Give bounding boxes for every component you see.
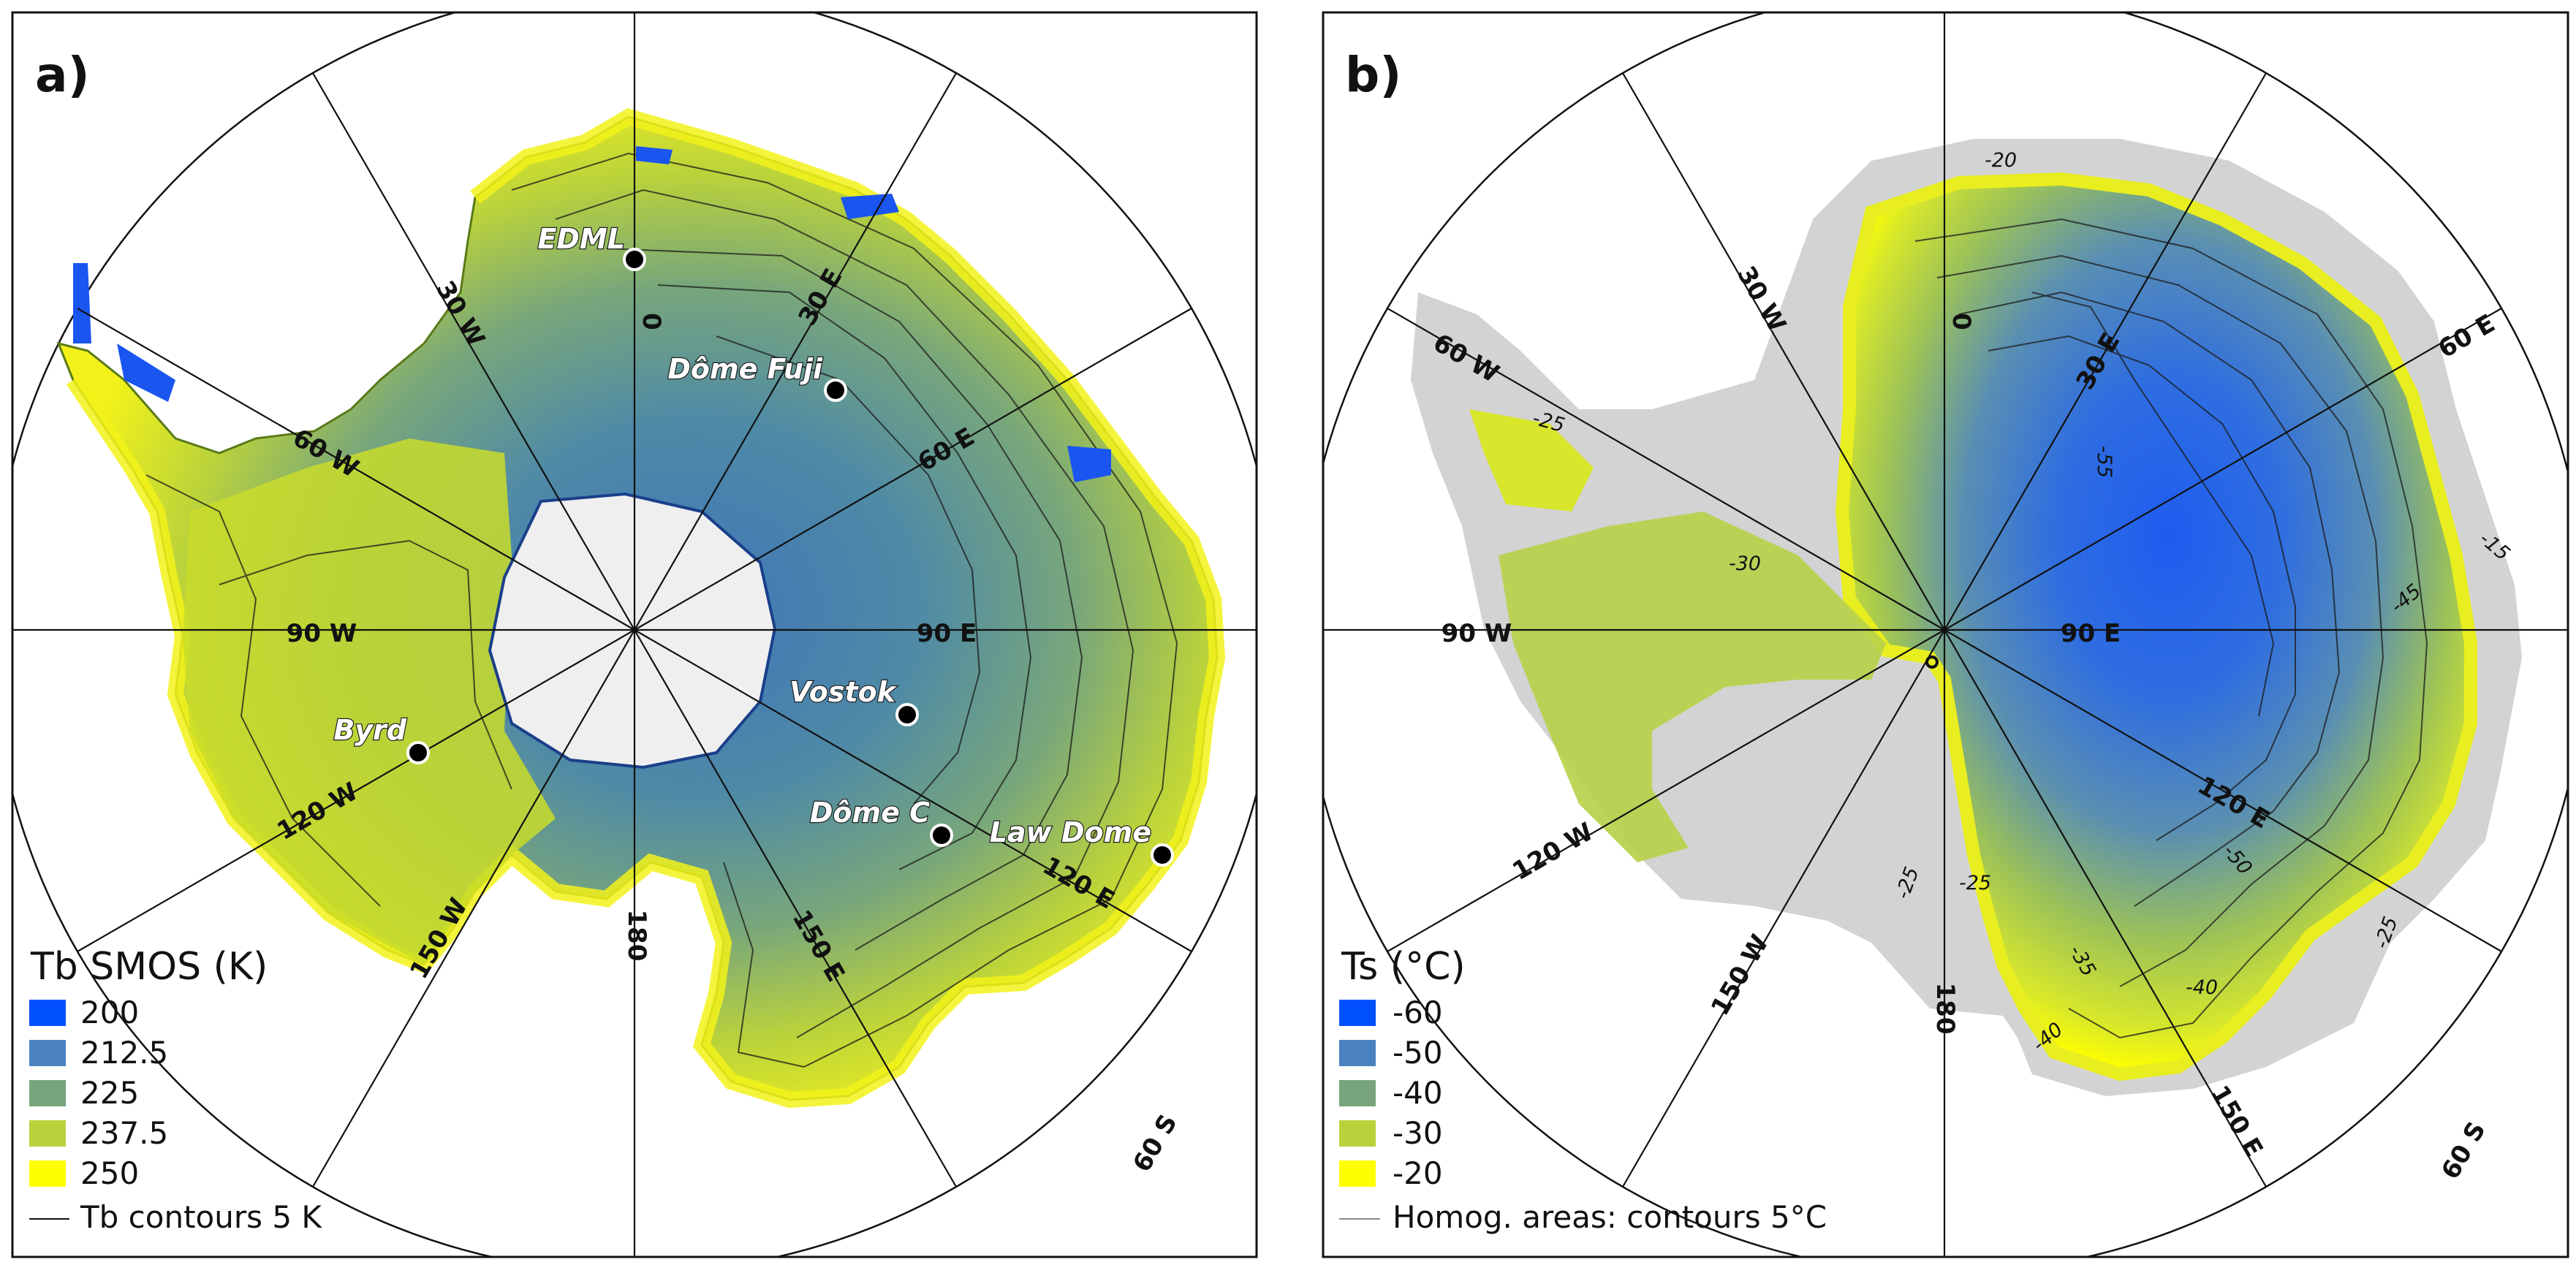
panel-a-sites: EDML Dôme Fuji Vostok Dôme C Law Dome By… xyxy=(333,222,1174,867)
site-vostok-marker xyxy=(895,703,919,726)
panel-a-legend-label-2: 225 xyxy=(80,1075,139,1111)
panel-a-lon-0: 0 xyxy=(637,313,666,330)
contour-label-11: -40 xyxy=(2186,976,2218,999)
panel-a-legend-label-1: 212.5 xyxy=(80,1035,168,1071)
panel-a-legend-label-3: 237.5 xyxy=(80,1115,168,1151)
panel-b-legend-label-4: -20 xyxy=(1393,1155,1443,1191)
panel-b-station-marker xyxy=(1925,656,1939,669)
panel-b-legend-title: Ts (°C) xyxy=(1341,945,1466,989)
panel-b: 0 30 E 60 E 90 E 120 E 150 E 180 150 W 1… xyxy=(1322,11,2569,1258)
panel-a-legend-swatch-3 xyxy=(29,1120,66,1147)
site-vostok-label: Vostok xyxy=(789,676,898,708)
panel-b-legend-label-0: -60 xyxy=(1393,995,1443,1030)
panel-b-peninsula xyxy=(1469,409,1594,512)
panel-a-legend-swatch-1 xyxy=(29,1040,66,1066)
panel-a-legend: Tb SMOS (K) 200 212.5 225 237.5 250 Tb c… xyxy=(29,945,322,1235)
panel-b-legend: Ts (°C) -60 -50 -40 -30 -20 Homog. areas… xyxy=(1339,945,1827,1235)
panel-b-letter: b) xyxy=(1345,47,1401,103)
panel-b-legend-label-3: -30 xyxy=(1393,1115,1443,1151)
panel-a-lon-90w: 90 W xyxy=(287,619,357,648)
contour-label-3: -30 xyxy=(1729,552,1761,575)
contour-label-9: -25 xyxy=(1959,872,1991,894)
site-law-dome-label: Law Dome xyxy=(990,816,1151,848)
panel-a-legend-label-0: 200 xyxy=(80,995,139,1030)
site-dome-c-label: Dôme C xyxy=(810,797,930,829)
panel-b-legend-contour-label: Homog. areas: contours 5°C xyxy=(1393,1199,1827,1235)
panel-a-legend-swatch-2 xyxy=(29,1080,66,1106)
panel-a-letter: a) xyxy=(35,47,90,103)
panel-b-legend-swatch-3 xyxy=(1339,1120,1376,1147)
panel-a-low-tb-patches xyxy=(73,146,1111,482)
site-edml-label: EDML xyxy=(537,223,625,255)
site-dome-fuji-label: Dôme Fuji xyxy=(667,353,823,385)
contour-label-4: -55 xyxy=(2093,446,2115,478)
site-edml-marker xyxy=(623,248,646,271)
panel-b-legend-swatch-0 xyxy=(1339,1000,1376,1026)
panel-a-west-antarctica xyxy=(183,438,556,965)
panel-b-legend-label-2: -40 xyxy=(1393,1075,1443,1111)
panel-a-legend-contour-label: Tb contours 5 K xyxy=(80,1199,322,1235)
site-dome-c-marker xyxy=(930,824,953,847)
panel-a-legend-title: Tb SMOS (K) xyxy=(30,945,268,989)
panel-a-graticule xyxy=(12,12,1257,1257)
panel-b-legend-label-1: -50 xyxy=(1393,1035,1443,1071)
site-byrd-label: Byrd xyxy=(333,714,406,746)
panel-a-lon-180: 180 xyxy=(622,910,651,962)
panel-b-lon-180: 180 xyxy=(1931,983,1960,1035)
panel-b-antarctica xyxy=(1835,172,2477,1082)
panel-b-graticule xyxy=(1323,12,2568,1257)
site-law-dome-marker xyxy=(1151,843,1174,867)
panel-b-legend-swatch-2 xyxy=(1339,1080,1376,1106)
panel-b-legend-swatch-1 xyxy=(1339,1040,1376,1066)
site-dome-fuji-marker xyxy=(824,379,847,402)
panel-b-contours xyxy=(1914,218,2428,1039)
panel-a-legend-swatch-4 xyxy=(29,1160,66,1187)
panel-a: 0 30 E 60 E 90 E 120 E 150 E 180 150 W 1… xyxy=(11,11,1258,1258)
panel-a-legend-label-4: 250 xyxy=(80,1155,139,1191)
panel-b-lon-0: 0 xyxy=(1947,313,1976,330)
panel-b-lon-90w: 90 W xyxy=(1442,619,1512,648)
panel-b-west-antarctica xyxy=(1499,512,1886,862)
panel-b-legend-swatch-4 xyxy=(1339,1160,1376,1187)
contour-label-1: -20 xyxy=(1985,149,2017,172)
panel-a-lon-90e: 90 E xyxy=(917,619,977,648)
site-byrd-marker xyxy=(406,741,430,764)
panel-b-lon-90e: 90 E xyxy=(2061,619,2121,648)
panel-a-legend-swatch-0 xyxy=(29,1000,66,1026)
